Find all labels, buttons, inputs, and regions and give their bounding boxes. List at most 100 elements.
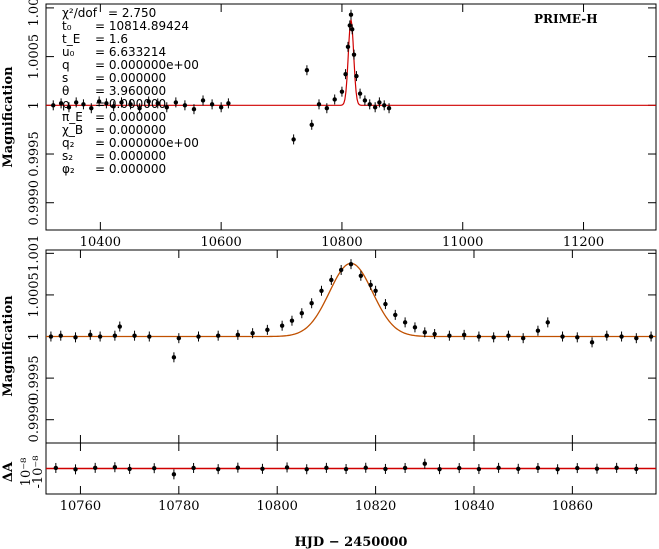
data-point	[354, 73, 359, 79]
data-point	[457, 465, 462, 471]
data-point	[196, 334, 201, 339]
data-point	[348, 261, 354, 267]
param-name: ρ	[62, 97, 70, 111]
data-point	[304, 68, 310, 73]
data-point	[367, 102, 372, 107]
data-point	[132, 333, 137, 338]
data-point	[48, 334, 54, 339]
param-name: s	[62, 71, 68, 85]
data-point	[535, 328, 541, 333]
x-tick-label: 10820	[355, 499, 396, 514]
middle-panel-frame	[45, 249, 657, 444]
data-point	[96, 99, 102, 104]
data-point	[128, 102, 133, 107]
top-y-axis-label: Magnification	[1, 66, 16, 168]
data-point	[351, 52, 357, 57]
param-value: = 0.000000e+00	[95, 136, 199, 150]
data-point	[634, 335, 639, 341]
y-tick-label: 1	[27, 332, 42, 340]
y-tick-label: 1.0005	[27, 34, 42, 80]
residual-lower-tick-label: -10⁻⁸	[31, 455, 46, 488]
param-name: χ²/dof	[62, 6, 98, 20]
data-point	[560, 334, 565, 339]
data-point	[350, 27, 355, 32]
data-point	[491, 335, 496, 340]
data-point	[209, 102, 215, 107]
data-point	[200, 98, 206, 103]
data-point	[447, 333, 452, 338]
data-point	[89, 106, 94, 111]
data-point	[171, 355, 177, 360]
data-point	[604, 333, 610, 338]
model-curve	[46, 262, 656, 338]
data-point	[117, 324, 122, 329]
data-point	[422, 330, 427, 335]
data-point	[383, 301, 388, 307]
top-panel-frame	[45, 3, 657, 231]
param-name: q	[62, 58, 70, 72]
data-point	[575, 335, 580, 340]
x-tick-label: 10760	[60, 499, 101, 514]
data-point	[137, 106, 142, 111]
data-point	[372, 105, 378, 110]
param-value: = 0.000000	[95, 71, 166, 85]
data-point	[73, 100, 79, 105]
y-tick-label: 1.001	[27, 235, 42, 272]
data-point	[112, 465, 118, 470]
data-point	[575, 465, 580, 471]
data-point	[634, 466, 639, 472]
data-point	[338, 267, 344, 273]
data-point	[146, 99, 151, 104]
data-point	[73, 335, 78, 340]
data-point	[215, 333, 221, 338]
data-point	[58, 101, 64, 106]
data-point	[614, 465, 619, 471]
data-point	[176, 335, 182, 341]
data-point	[309, 122, 314, 127]
data-point	[250, 330, 255, 336]
x-axis-label: HJD − 2450000	[295, 535, 408, 549]
x-tick-label: 10840	[453, 499, 494, 514]
y-tick-label: 0.9990	[27, 397, 42, 443]
data-point	[358, 273, 364, 278]
bottom-y-axis-label: ΔA	[1, 461, 16, 482]
param-value: = 3.960000	[95, 84, 166, 98]
data-point	[589, 340, 595, 345]
data-point	[402, 320, 408, 325]
data-point	[215, 466, 221, 472]
data-point	[191, 107, 197, 112]
y-tick-label: 0.9995	[27, 355, 42, 401]
data-point	[164, 105, 169, 110]
data-point	[119, 100, 124, 105]
parameter-list: χ²/dof = 2.750 t₀ = 10814.89424 t_E = 1.…	[62, 6, 199, 176]
param-value: = 6.633214	[95, 45, 166, 59]
data-point	[347, 23, 352, 28]
data-point	[506, 333, 511, 338]
data-point	[422, 461, 427, 466]
param-name: t_E	[62, 32, 80, 46]
data-point	[324, 106, 330, 111]
data-point	[516, 466, 521, 472]
data-point	[127, 466, 132, 472]
observatory-label: PRIME-H	[534, 12, 598, 26]
data-point	[377, 100, 382, 105]
param-name: s₂	[62, 149, 73, 163]
y-tick-label: 0.9990	[27, 180, 42, 226]
data-point	[104, 101, 109, 106]
data-point	[171, 472, 177, 477]
param-value: = 0.000000	[95, 162, 166, 176]
middle-y-axis-label: Magnification	[1, 295, 16, 397]
param-name: φ₂	[62, 162, 75, 176]
data-point	[265, 327, 270, 333]
top-panel: 0.9990 0.9995 1 1.0005 1.001 10400 10600 10800 1…	[27, 0, 656, 250]
data-point	[53, 465, 59, 471]
param-value: = 0.000000	[95, 149, 166, 163]
data-point	[339, 89, 345, 94]
data-point	[594, 466, 600, 471]
data-point	[147, 334, 152, 339]
y-tick-label: 1	[27, 101, 42, 109]
data-point	[235, 332, 241, 338]
data-point	[348, 12, 354, 17]
param-name: π_E	[62, 110, 83, 124]
